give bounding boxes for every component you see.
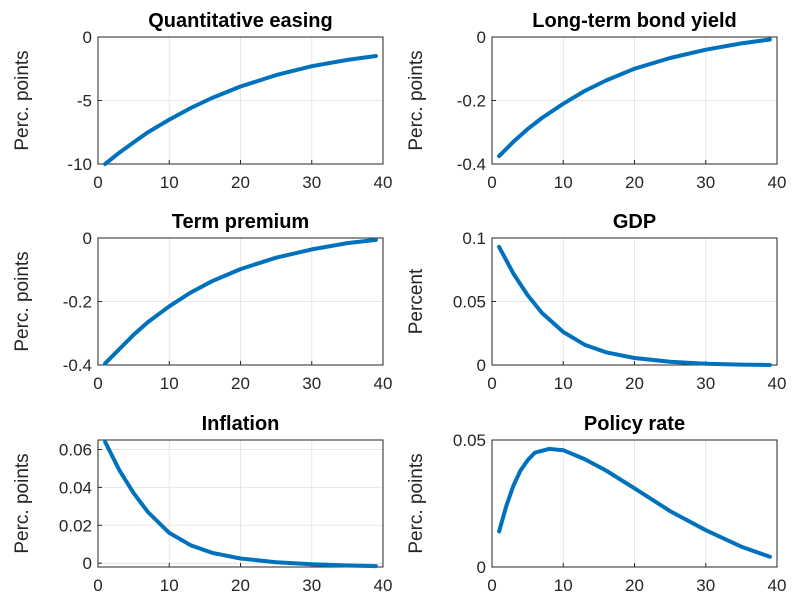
x-tick-label: 40 <box>768 374 787 393</box>
y-tick-label: 0 <box>477 558 486 577</box>
x-tick-label: 20 <box>231 173 250 192</box>
y-tick-label: 0.06 <box>59 440 92 459</box>
x-tick-label: 30 <box>302 576 321 595</box>
series-line-long-term-bond-yield <box>497 37 772 159</box>
plot-title: Long-term bond yield <box>532 10 736 32</box>
x-tick-label: 10 <box>554 173 573 192</box>
x-tick-label: 10 <box>554 374 573 393</box>
x-tick-label: 40 <box>768 576 787 595</box>
y-tick-label: -10 <box>67 155 92 174</box>
series-line-term-premium <box>103 237 378 366</box>
x-tick-label: 10 <box>160 374 179 393</box>
x-tick-label: 0 <box>487 173 496 192</box>
y-tick-label: -0.2 <box>63 293 92 312</box>
plot-long-term-bond-yield: 0 10 20 30 40 0 -0.2 -0.4 Long-term bond yield Pe… <box>406 10 786 192</box>
x-tick-label: 40 <box>374 173 393 192</box>
x-tick-label: 40 <box>374 374 393 393</box>
y-tick-label: 0 <box>477 28 486 47</box>
x-tick-label: 0 <box>487 374 496 393</box>
series-line-inflation <box>103 439 378 569</box>
series-line-gdp <box>497 244 772 367</box>
y-tick-label: 0 <box>83 554 92 573</box>
y-tick-label: 0.05 <box>453 293 486 312</box>
x-tick-label: 20 <box>625 576 644 595</box>
x-tick-label: 10 <box>160 576 179 595</box>
y-axis-label: Perc. points <box>12 453 33 553</box>
plot-title: Quantitative easing <box>148 10 333 32</box>
y-tick-label: 0 <box>83 28 92 47</box>
y-tick-label: -5 <box>77 92 92 111</box>
y-axis-label: Perc. points <box>406 50 427 150</box>
y-tick-label: -0.4 <box>63 356 92 375</box>
x-tick-label: 40 <box>374 576 393 595</box>
plot-term-premium: 0 10 20 30 40 0 -0.2 -0.4 Term premium Perc. poin… <box>12 211 392 393</box>
x-tick-label: 20 <box>625 374 644 393</box>
plot-title: GDP <box>613 211 656 233</box>
plot-quantitative-easing: 0 10 20 30 40 0 -5 -10 Quantitative easing Perc. … <box>12 10 392 192</box>
x-tick-label: 0 <box>93 576 102 595</box>
x-tick-label: 30 <box>696 576 715 595</box>
x-tick-label: 30 <box>696 173 715 192</box>
y-tick-label: -0.4 <box>457 155 486 174</box>
x-tick-label: 20 <box>231 576 250 595</box>
y-axis-label: Perc. points <box>12 50 33 150</box>
x-tick-label: 20 <box>231 374 250 393</box>
x-tick-label: 30 <box>302 374 321 393</box>
y-tick-label: 0 <box>477 356 486 375</box>
y-tick-label: 0.1 <box>462 229 486 248</box>
plot-gdp: 0 10 20 30 40 0 0.05 0.1 GDP Percent <box>406 211 786 393</box>
x-tick-label: 40 <box>768 173 787 192</box>
plot-policy-rate: 0 10 20 30 40 0 0.05 Policy rate Perc. points <box>406 413 786 595</box>
x-tick-label: 0 <box>93 374 102 393</box>
series-line-quantitative-easing <box>103 54 378 166</box>
y-tick-label: 0 <box>83 229 92 248</box>
plot-title: Inflation <box>202 413 280 435</box>
series-line-policy-rate <box>497 446 772 559</box>
x-tick-label: 10 <box>554 576 573 595</box>
plot-title: Term premium <box>172 211 309 233</box>
x-tick-label: 10 <box>160 173 179 192</box>
x-tick-label: 30 <box>696 374 715 393</box>
y-tick-label: -0.2 <box>457 92 486 111</box>
y-tick-label: 0.02 <box>59 516 92 535</box>
y-tick-label: 0.04 <box>59 478 92 497</box>
y-axis-label: Perc. points <box>12 251 33 351</box>
y-axis-label: Perc. points <box>406 453 427 553</box>
plot-inflation: 0 10 20 30 40 0 0.02 0.04 0.06 Inflation Perc. poi… <box>12 413 392 595</box>
x-tick-label: 0 <box>487 576 496 595</box>
x-tick-label: 0 <box>93 173 102 192</box>
y-axis-label: Percent <box>406 268 427 334</box>
x-tick-label: 30 <box>302 173 321 192</box>
plot-title: Policy rate <box>584 413 685 435</box>
x-tick-label: 20 <box>625 173 644 192</box>
y-tick-label: 0.05 <box>453 431 486 450</box>
